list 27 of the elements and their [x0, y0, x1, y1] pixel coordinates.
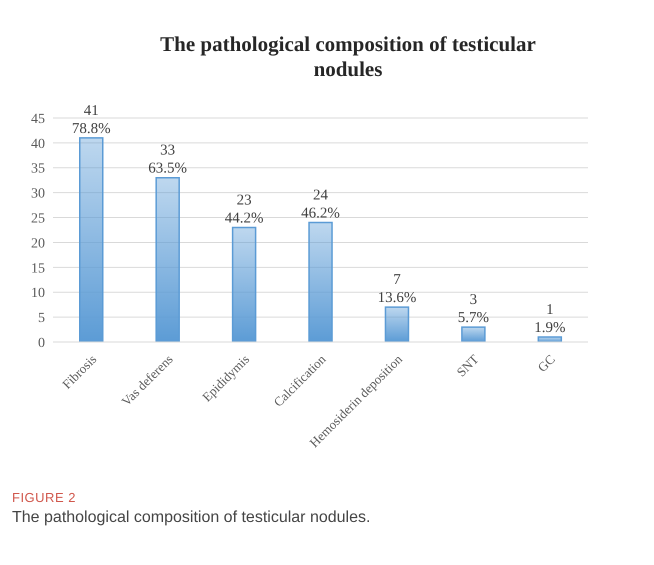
data-label: 33 63.5%	[148, 142, 188, 177]
y-tick-label: 10	[31, 286, 45, 302]
data-label: 41 78.8%	[72, 102, 111, 137]
caption: FIGURE 2	[12, 490, 77, 505]
y-tick-label: 35	[31, 162, 45, 177]
y-tick-label: 40	[31, 136, 45, 152]
bar	[232, 226, 256, 342]
x-tick-label: GC	[534, 352, 558, 375]
data-label: 24 46.2%	[301, 188, 340, 222]
bar	[308, 222, 333, 342]
data-label: 23 44.2%	[224, 192, 264, 227]
bar	[79, 137, 104, 342]
y-tick-label: 5	[38, 311, 45, 326]
y-tick-label: 20	[31, 236, 45, 252]
y-tick-label: 25	[31, 212, 45, 227]
y-tick-label: 45	[31, 112, 45, 127]
data-label: 7 13.6%	[378, 272, 416, 306]
text: The pathological composition of testicular nodules.	[12, 509, 372, 527]
bar	[155, 176, 180, 342]
chart-title: The pathological composition of testicular nodules	[159, 32, 537, 82]
y-tick-label: 15	[31, 261, 45, 276]
data-label: 1 1.9%	[534, 302, 566, 336]
data-label: 3 5.7%	[458, 292, 490, 326]
y-tick-label: 0	[38, 336, 45, 351]
bar	[384, 306, 410, 342]
bar	[461, 326, 486, 342]
y-tick-label: 30	[31, 186, 45, 202]
